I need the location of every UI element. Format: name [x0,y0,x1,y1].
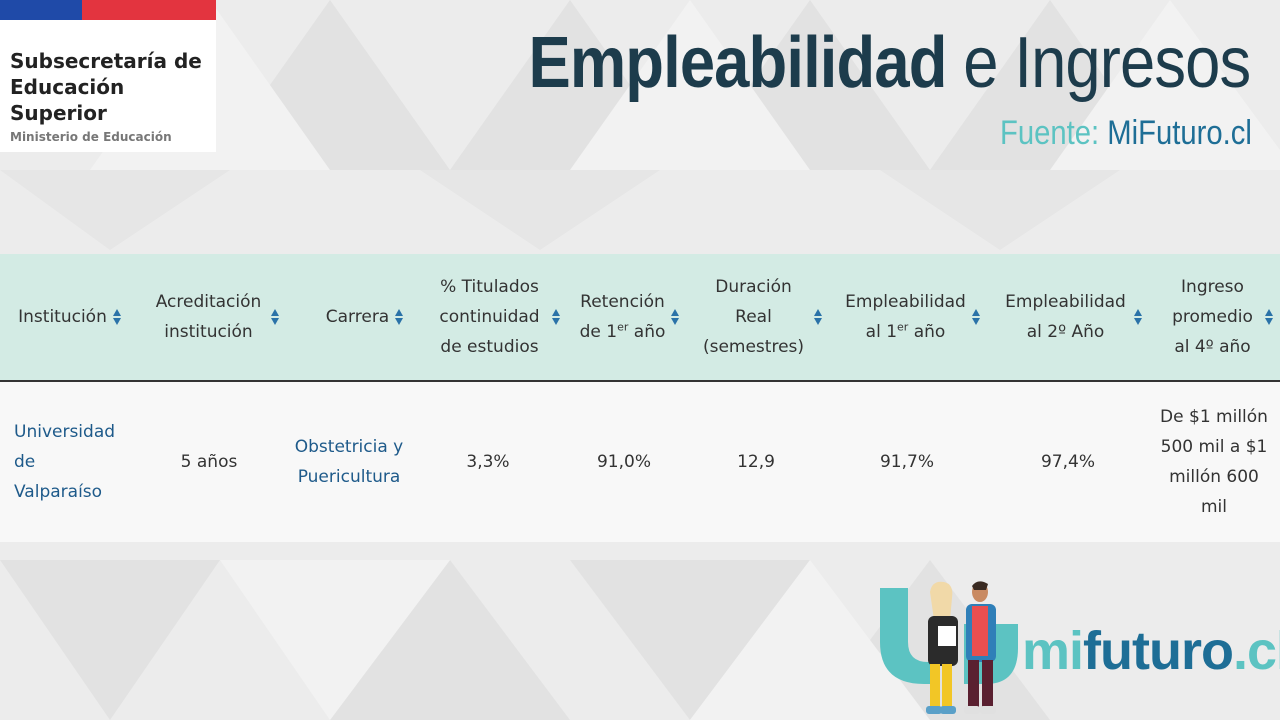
sort-icon[interactable] [671,309,680,325]
column-header-institucion[interactable]: Institución [0,254,140,380]
sort-icon[interactable] [395,309,404,325]
sort-icon[interactable] [551,309,561,325]
source-label: Fuente: [1000,114,1100,152]
title-bold: Empleabilidad [528,23,947,103]
cell-empleabilidad-2: 97,4% [1040,452,1095,472]
flag-red [82,0,216,20]
flag-bar [0,0,216,20]
table-row: Universidad de Valparaíso 5 años Obstetr… [0,382,1280,542]
student-boy-illustration [964,581,996,714]
logo-title: Subsecretaría de Educación Superior [10,49,202,125]
sort-icon[interactable] [1133,309,1143,325]
source-line: Fuente: MiFuturo.cl [1000,114,1252,153]
subsecretaria-logo: Subsecretaría de Educación Superior Mini… [0,0,216,152]
cell-retencion: 91,0% [596,452,651,472]
cell-duracion: 12,9 [737,452,775,472]
column-header-ingreso[interactable]: Ingreso promedio al 4º año [1162,254,1278,380]
mifuturo-logo-graphic [880,581,1018,714]
cell-ingreso: De $1 millón 500 mil a $1 millón 600 mil [1160,407,1268,517]
column-header-retencion[interactable]: Retención de 1er año [574,254,686,380]
flag-blue [0,0,82,20]
cell-acreditacion: 5 años [180,452,238,472]
column-header-acreditacion[interactable]: Acreditación institución [150,254,282,380]
title-rest: e Ingresos [962,23,1251,103]
sort-icon[interactable] [112,309,122,325]
sort-icon[interactable] [270,309,280,325]
column-header-titulados[interactable]: % Titulados continuidad de estudios [430,254,564,380]
sort-icon[interactable] [971,309,981,325]
cell-empleabilidad-1: 91,7% [879,452,934,472]
column-header-empleabilidad-2[interactable]: Empleabilidad al 2º Año [1000,254,1146,380]
column-header-empleabilidad-1[interactable]: Empleabilidad al 1er año [840,254,986,380]
logo-subtitle: Ministerio de Educación [10,130,172,144]
sort-icon[interactable] [813,309,823,325]
column-header-carrera[interactable]: Carrera [310,254,420,380]
source-value: MiFuturo.cl [1107,114,1252,152]
sort-icon[interactable] [1264,309,1274,325]
column-header-duracion[interactable]: Duración Real (semestres) [696,254,826,380]
results-table: Institución Acreditación institución Car… [0,254,1280,542]
table-header: Institución Acreditación institución Car… [0,254,1280,382]
mifuturo-wordmark: mifuturo.cl [1022,621,1280,681]
cell-institucion[interactable]: Universidad de Valparaíso [14,422,116,502]
student-girl-illustration [926,581,958,714]
cell-carrera[interactable]: Obstetricia y Puericultura [294,437,404,487]
cell-titulados: 3,3% [466,452,510,472]
page-title: Empleabilidad e Ingresos [528,22,1251,104]
